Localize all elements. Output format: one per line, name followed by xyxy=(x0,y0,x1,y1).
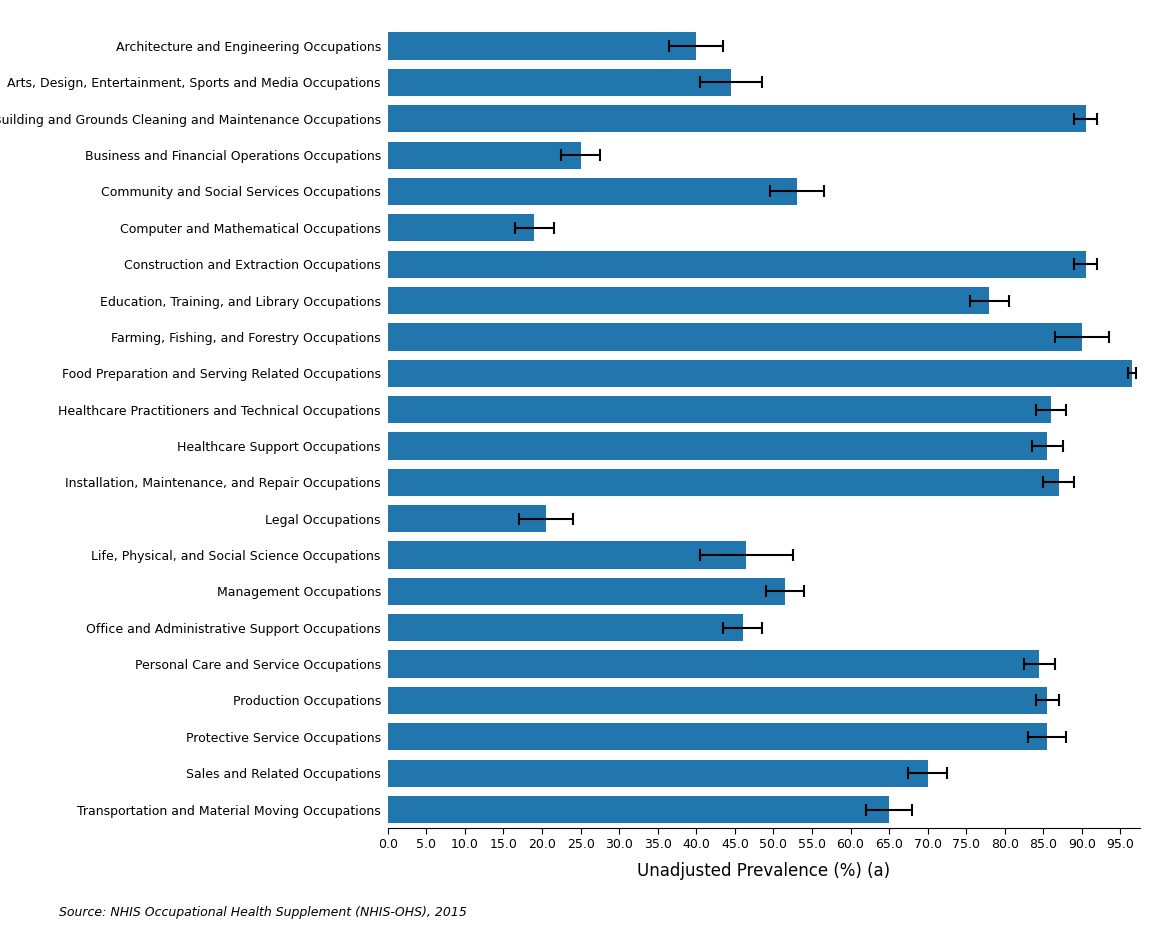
Bar xyxy=(388,687,1047,714)
Bar xyxy=(388,214,535,242)
Bar xyxy=(388,105,1086,132)
Bar xyxy=(388,614,743,642)
Bar xyxy=(388,796,889,823)
Text: Source: NHIS Occupational Health Supplement (NHIS-OHS), 2015: Source: NHIS Occupational Health Supplem… xyxy=(59,906,466,919)
Bar xyxy=(388,141,580,168)
Bar xyxy=(388,469,1059,496)
Bar xyxy=(388,178,797,206)
Bar xyxy=(388,396,1052,423)
Bar xyxy=(388,650,1040,678)
Bar xyxy=(388,250,1086,278)
Bar xyxy=(388,432,1047,459)
Bar xyxy=(388,360,1132,387)
Bar xyxy=(388,578,785,605)
Bar xyxy=(388,287,989,314)
Bar xyxy=(388,69,731,96)
Bar xyxy=(388,724,1047,751)
Bar xyxy=(388,33,697,60)
Bar xyxy=(388,505,546,532)
X-axis label: Unadjusted Prevalence (%) (a): Unadjusted Prevalence (%) (a) xyxy=(637,862,891,880)
Bar xyxy=(388,324,1082,351)
Bar xyxy=(388,760,927,787)
Bar xyxy=(388,541,746,568)
